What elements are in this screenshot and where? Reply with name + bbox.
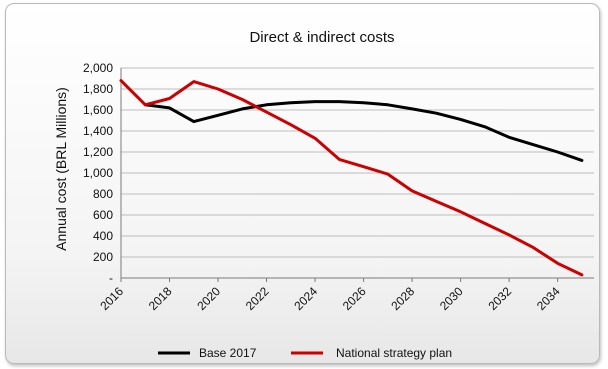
x-tick-label: 2024 <box>291 284 320 313</box>
y-tick-label: 600 <box>93 208 113 222</box>
y-tick-label: 1,600 <box>83 103 113 117</box>
y-tick-label: 800 <box>93 187 113 201</box>
x-tick-label: 2016 <box>97 284 126 313</box>
x-tick-label: 2034 <box>534 284 563 313</box>
y-tick-label: 400 <box>93 229 113 243</box>
y-tick-label: 200 <box>93 250 113 264</box>
y-tick-label: 1,200 <box>83 145 113 159</box>
x-tick-label: 2022 <box>243 284 272 313</box>
chart-title: Direct & indirect costs <box>249 29 394 46</box>
y-tick-label: 1,400 <box>83 124 113 138</box>
x-tick-label: 2026 <box>340 284 369 313</box>
x-tick-label: 2032 <box>485 284 514 313</box>
x-tick-label: 2020 <box>194 284 223 313</box>
y-tick-label: - <box>109 271 113 285</box>
legend-label: Base 2017 <box>199 346 257 360</box>
x-tick-label: 2028 <box>388 284 417 313</box>
y-tick-label: 1,800 <box>83 82 113 96</box>
chart-frame <box>5 3 600 364</box>
x-tick-label: 2018 <box>146 284 175 313</box>
legend-label: National strategy plan <box>336 346 452 360</box>
series-line-base-2017 <box>143 100 584 162</box>
y-axis-label: Annual cost (BRL Millions) <box>53 87 69 251</box>
series-line-national-strategy-plan <box>119 79 584 277</box>
y-tick-label: 2,000 <box>83 61 113 75</box>
y-tick-label: 1,000 <box>83 166 113 180</box>
x-tick-label: 2030 <box>437 284 466 313</box>
